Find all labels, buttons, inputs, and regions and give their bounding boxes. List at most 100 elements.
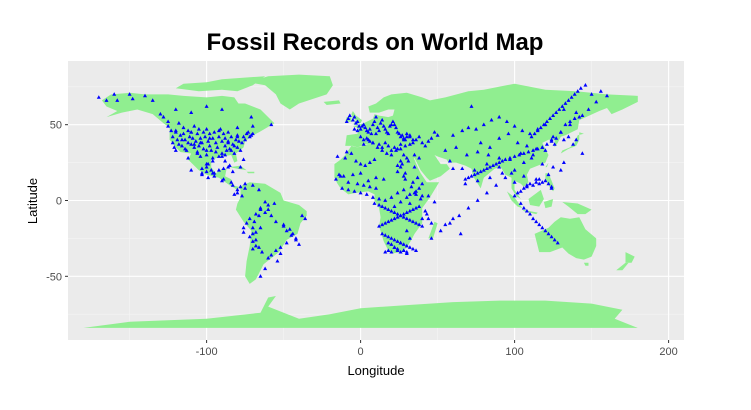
fossil-point (143, 93, 147, 98)
land-mass (175, 76, 266, 92)
x-tick-label: 200 (659, 346, 677, 358)
fossil-point (186, 155, 191, 160)
fossil-point (554, 110, 559, 114)
fossil-point (398, 199, 403, 204)
fossil-point (572, 92, 577, 96)
fossil-point (423, 208, 428, 213)
fossil-point (457, 213, 462, 218)
fossil-point (392, 210, 397, 215)
fossil-point (398, 213, 403, 218)
fossil-point (256, 187, 261, 192)
fossil-point (503, 157, 508, 161)
fossil-point (574, 137, 579, 142)
fossil-point (210, 158, 215, 163)
fossil-point (386, 240, 391, 245)
fossil-point (263, 199, 268, 204)
fossil-point (544, 142, 549, 146)
land-mass (83, 296, 638, 328)
fossil-point (377, 142, 382, 146)
fossil-point (478, 169, 483, 174)
fossil-point (563, 122, 568, 127)
fossil-point (568, 119, 573, 124)
fossil-point (204, 164, 209, 169)
fossil-point (198, 154, 203, 158)
fossil-point (232, 192, 237, 196)
fossil-point (460, 128, 465, 133)
fossil-point (420, 181, 425, 186)
fossil-point (238, 184, 243, 189)
fossil-point (273, 248, 278, 252)
fossil-point (263, 266, 268, 271)
fossil-point (229, 134, 234, 139)
fossil-point (203, 134, 208, 139)
fossil-point (487, 164, 492, 169)
fossil-point (518, 189, 523, 193)
fossil-point (253, 237, 258, 242)
fossil-point (213, 149, 218, 154)
fossil-point (375, 145, 380, 149)
fossil-point (540, 161, 545, 166)
fossil-point (290, 231, 295, 236)
fossil-point (256, 245, 261, 249)
fossil-point (469, 104, 474, 108)
fossil-point (404, 210, 409, 215)
fossil-point (352, 114, 357, 119)
fossil-point (403, 171, 408, 175)
fossil-point (397, 131, 402, 136)
fossil-point (554, 136, 559, 140)
fossil-point (297, 242, 301, 246)
fossil-point (250, 225, 255, 230)
fossil-point (380, 222, 385, 227)
fossil-point (173, 148, 178, 152)
fossil-point (531, 183, 536, 187)
fossil-point (176, 120, 181, 125)
fossil-point (414, 137, 419, 142)
fossil-point (586, 107, 591, 111)
fossil-point (284, 240, 289, 245)
fossil-point (412, 152, 417, 157)
fossil-point (389, 122, 394, 127)
fossil-point (389, 152, 394, 157)
fossil-point (383, 205, 388, 210)
fossil-point (535, 146, 540, 151)
fossil-point (524, 143, 529, 148)
fossil-point (551, 113, 556, 117)
fossil-point (546, 231, 551, 236)
fossil-point (528, 131, 532, 136)
fossil-point (250, 124, 255, 128)
fossil-point (192, 142, 197, 146)
fossil-point (414, 221, 419, 225)
fossil-point (407, 133, 412, 137)
fossil-point (409, 184, 414, 189)
fossil-point (401, 211, 406, 216)
fossil-point (204, 104, 209, 108)
fossil-point (216, 128, 221, 133)
fossil-point (358, 134, 363, 139)
fossil-point (401, 248, 406, 252)
fossil-point (263, 210, 268, 215)
fossil-point (169, 128, 174, 133)
fossil-point (229, 148, 234, 152)
fossil-point (398, 249, 403, 254)
fossil-point (179, 143, 184, 148)
fossil-point (401, 174, 406, 178)
fossil-point (420, 193, 425, 198)
fossil-point (469, 174, 474, 178)
y-tick-label: 0 (56, 196, 62, 208)
fossil-point (407, 192, 412, 196)
fossil-point (235, 187, 240, 192)
fossil-point (355, 119, 360, 124)
fossil-point (561, 107, 566, 111)
fossil-point (358, 127, 363, 131)
fossil-point (497, 136, 502, 140)
fossil-point (389, 195, 394, 199)
fossil-point (256, 213, 261, 218)
fossil-point (344, 119, 349, 124)
fossil-point (366, 137, 371, 142)
fossil-point (238, 148, 243, 152)
fossil-point (515, 190, 520, 195)
fossil-point (189, 142, 194, 146)
fossil-point (221, 131, 226, 136)
fossil-point (410, 180, 415, 184)
fossil-point (374, 175, 378, 180)
